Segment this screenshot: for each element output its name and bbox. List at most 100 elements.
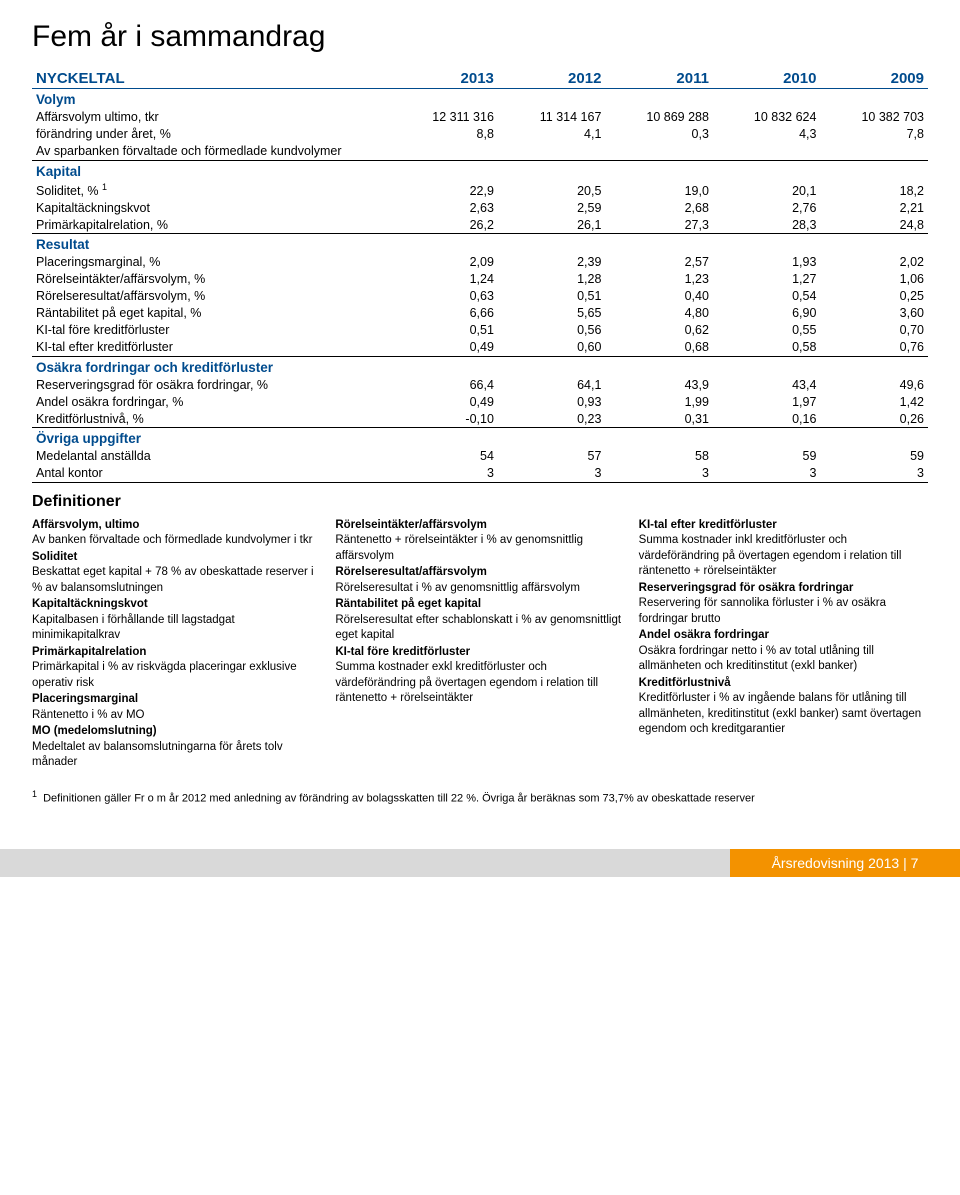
cell-value: 2,57 <box>605 254 713 271</box>
cell-value: 1,28 <box>498 271 606 288</box>
cell-value: 0,93 <box>498 393 606 410</box>
row-label: Rörelseresultat/affärsvolym, % <box>32 288 390 305</box>
cell-value: 0,26 <box>820 410 928 428</box>
footer-grey-strip <box>0 849 730 877</box>
cell-value: 4,1 <box>498 126 606 143</box>
cell-value: 0,49 <box>390 393 498 410</box>
cell-value: -0,10 <box>390 410 498 428</box>
cell-value <box>820 143 928 161</box>
row-label: Medelantal anställda <box>32 448 390 465</box>
cell-value: 0,31 <box>605 410 713 428</box>
footer-orange-label: Årsredovisning 2013 | 7 <box>730 849 960 877</box>
definition-desc: Beskattat eget kapital + 78 % av obeskat… <box>32 565 321 596</box>
section-heading: Kapital <box>32 160 928 180</box>
footnote-marker: 1 <box>32 789 37 799</box>
cell-value: 2,39 <box>498 254 606 271</box>
section-heading: Övriga uppgifter <box>32 428 928 448</box>
definition-term: Affärsvolym, ultimo <box>32 518 321 534</box>
cell-value: 28,3 <box>713 216 821 234</box>
definition-desc: Reservering för sannolika förluster i % … <box>639 596 928 627</box>
cell-value: 3 <box>498 465 606 483</box>
cell-value: 27,3 <box>605 216 713 234</box>
cell-value: 0,49 <box>390 339 498 357</box>
cell-value: 1,06 <box>820 271 928 288</box>
cell-value: 1,23 <box>605 271 713 288</box>
cell-value: 10 382 703 <box>820 109 928 126</box>
col-header-year: 2011 <box>605 68 713 89</box>
row-label: Affärsvolym ultimo, tkr <box>32 109 390 126</box>
cell-value: 1,27 <box>713 271 821 288</box>
definitions-column: Rörelseintäkter/affärsvolymRäntenetto + … <box>335 517 624 772</box>
cell-value: 0,62 <box>605 322 713 339</box>
table-row: Kapitaltäckningskvot2,632,592,682,762,21 <box>32 199 928 216</box>
definition-desc: Summa kostnader inkl kreditförluster och… <box>639 533 928 580</box>
cell-value: 6,66 <box>390 305 498 322</box>
cell-value: 58 <box>605 448 713 465</box>
cell-value <box>390 143 498 161</box>
definitions-column: Affärsvolym, ultimoAv banken förvaltade … <box>32 517 321 772</box>
row-label: Andel osäkra fordringar, % <box>32 393 390 410</box>
cell-value: 1,97 <box>713 393 821 410</box>
table-row: Andel osäkra fordringar, %0,490,931,991,… <box>32 393 928 410</box>
section-heading: Osäkra fordringar och kreditförluster <box>32 356 928 376</box>
definitions-column: KI-tal efter kreditförlusterSumma kostna… <box>639 517 928 772</box>
table-row: Placeringsmarginal, %2,092,392,571,932,0… <box>32 254 928 271</box>
cell-value: 2,76 <box>713 199 821 216</box>
definition-term: KI-tal efter kreditförluster <box>639 518 928 534</box>
row-label: Placeringsmarginal, % <box>32 254 390 271</box>
cell-value: 12 311 316 <box>390 109 498 126</box>
cell-value: 2,63 <box>390 199 498 216</box>
table-row: Kreditförlustnivå, %-0,100,230,310,160,2… <box>32 410 928 428</box>
cell-value: 0,76 <box>820 339 928 357</box>
cell-value: 59 <box>713 448 821 465</box>
table-row: Primärkapitalrelation, %26,226,127,328,3… <box>32 216 928 234</box>
cell-value: 0,60 <box>498 339 606 357</box>
row-label: Kapitaltäckningskvot <box>32 199 390 216</box>
definition-desc: Rörelseresultat efter schablonskatt i % … <box>335 613 624 644</box>
footnote-text: Definitionen gäller Fr o m år 2012 med a… <box>43 793 755 805</box>
cell-value: 0,63 <box>390 288 498 305</box>
cell-value: 2,59 <box>498 199 606 216</box>
cell-value: 3 <box>820 465 928 483</box>
definition-term: Reserveringsgrad för osäkra fordringar <box>639 581 928 597</box>
cell-value: 18,2 <box>820 180 928 199</box>
table-row: KI-tal före kreditförluster0,510,560,620… <box>32 322 928 339</box>
cell-value: 0,56 <box>498 322 606 339</box>
cell-value: 3,60 <box>820 305 928 322</box>
cell-value: 2,02 <box>820 254 928 271</box>
cell-value: 54 <box>390 448 498 465</box>
row-label: KI-tal efter kreditförluster <box>32 339 390 357</box>
cell-value: 1,93 <box>713 254 821 271</box>
definition-desc: Osäkra fordringar netto i % av total utl… <box>639 644 928 675</box>
table-row: Rörelseresultat/affärsvolym, %0,630,510,… <box>32 288 928 305</box>
nyckeltal-table: NYCKELTAL20132012201120102009 VolymAffär… <box>32 68 928 483</box>
definition-desc: Rörelseresultat i % av genomsnittlig aff… <box>335 581 624 597</box>
definitions-title: Definitioner <box>32 493 928 511</box>
cell-value: 0,3 <box>605 126 713 143</box>
definition-desc: Summa kostnader exkl kreditförluster och… <box>335 660 624 707</box>
cell-value: 43,4 <box>713 376 821 393</box>
table-row: Av sparbanken förvaltade och förmedlade … <box>32 143 928 161</box>
table-row: Rörelseintäkter/affärsvolym, %1,241,281,… <box>32 271 928 288</box>
cell-value <box>713 143 821 161</box>
definition-term: MO (medelomslutning) <box>32 724 321 740</box>
cell-value: 7,8 <box>820 126 928 143</box>
cell-value: 0,58 <box>713 339 821 357</box>
cell-value: 22,9 <box>390 180 498 199</box>
footer-bar: Årsredovisning 2013 | 7 <box>0 849 960 877</box>
cell-value: 64,1 <box>498 376 606 393</box>
table-row: Affärsvolym ultimo, tkr12 311 31611 314 … <box>32 109 928 126</box>
definition-term: Räntabilitet på eget kapital <box>335 597 624 613</box>
cell-value: 0,16 <box>713 410 821 428</box>
col-header-year: 2010 <box>713 68 821 89</box>
table-row: Soliditet, % 122,920,519,020,118,2 <box>32 180 928 199</box>
cell-value: 26,2 <box>390 216 498 234</box>
cell-value: 0,70 <box>820 322 928 339</box>
cell-value: 0,25 <box>820 288 928 305</box>
row-label: Räntabilitet på eget kapital, % <box>32 305 390 322</box>
section-heading: Volym <box>32 89 928 109</box>
cell-value: 1,24 <box>390 271 498 288</box>
row-label: Primärkapitalrelation, % <box>32 216 390 234</box>
cell-value: 2,21 <box>820 199 928 216</box>
cell-value: 3 <box>713 465 821 483</box>
